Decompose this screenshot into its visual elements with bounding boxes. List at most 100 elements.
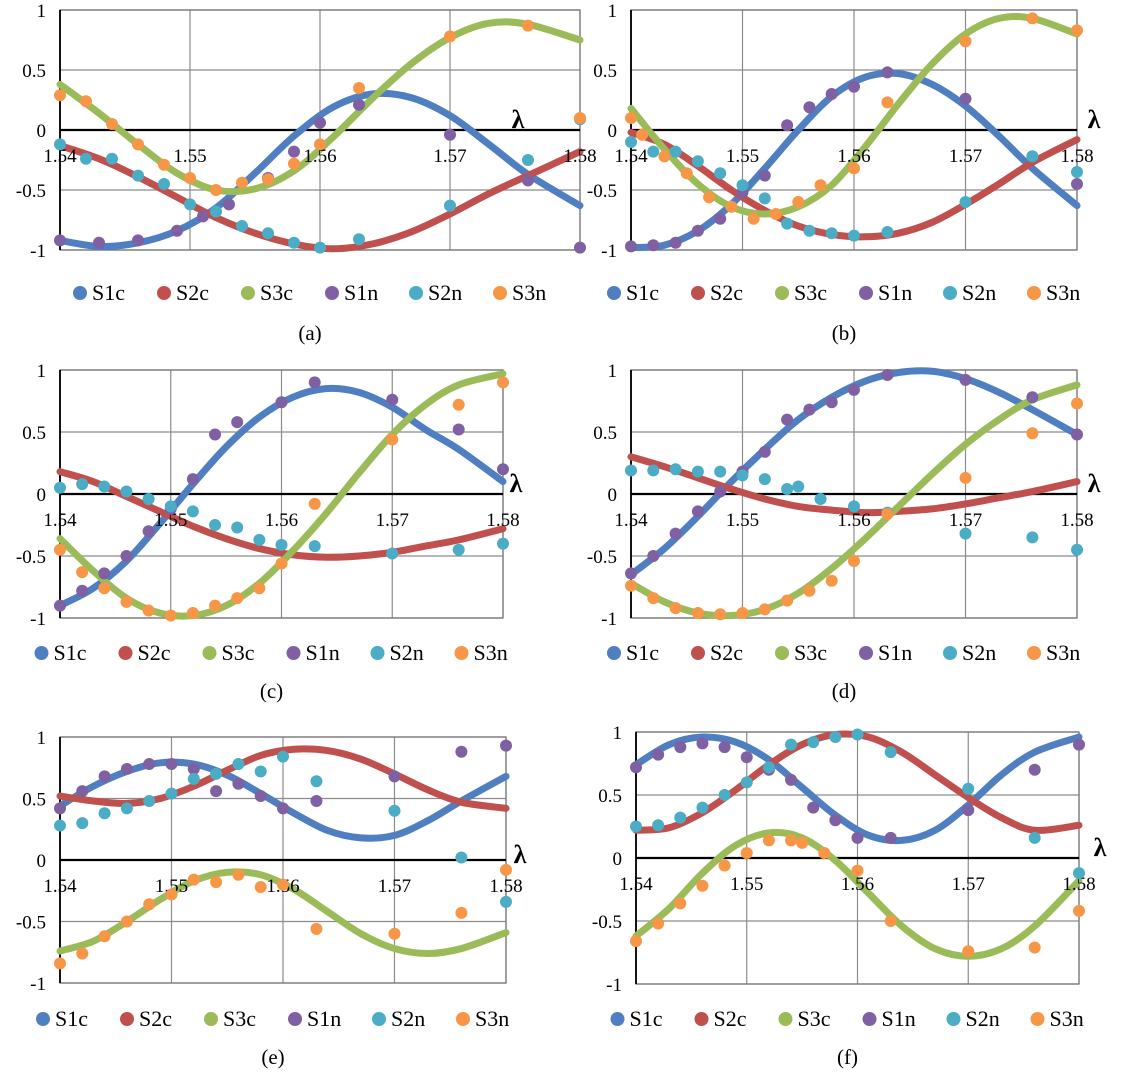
point-s3n <box>262 173 274 186</box>
point-s3n <box>187 873 200 886</box>
lambda-axis-label: λ <box>1094 833 1107 862</box>
point-s1n <box>500 739 512 752</box>
point-s1n <box>98 770 111 783</box>
legend-label-s3c: S3c <box>222 640 255 665</box>
point-s3n <box>158 158 170 171</box>
legend-marker-s3c <box>241 286 255 300</box>
y-tick-label: 1 <box>608 361 618 382</box>
legend-label-s3n: S3n <box>1050 1006 1084 1031</box>
point-s1n <box>277 802 289 815</box>
point-s3n <box>1026 12 1039 25</box>
y-tick-label: -0.5 <box>16 181 46 202</box>
point-s2n <box>625 464 637 477</box>
point-s2n <box>829 731 842 744</box>
x-tick-label: 1.58 <box>486 510 519 531</box>
point-s3n <box>497 376 509 389</box>
point-s1n <box>825 88 838 100</box>
point-s3n <box>254 881 267 894</box>
point-s2n <box>143 794 156 807</box>
point-s3n <box>680 167 693 180</box>
point-s1n <box>54 234 66 247</box>
point-s2n <box>210 767 223 780</box>
point-s3n <box>164 609 177 622</box>
point-s2n <box>132 169 144 182</box>
point-s1n <box>1073 738 1085 751</box>
point-s3n <box>959 35 972 48</box>
point-s3n <box>184 172 196 184</box>
y-tick-label: 0.5 <box>22 790 46 811</box>
point-s1n <box>143 758 156 771</box>
point-s3n <box>652 917 665 930</box>
point-s3n <box>792 196 805 208</box>
point-s3n <box>143 898 156 911</box>
legend-marker-s1c <box>607 646 621 660</box>
point-s3n <box>769 208 782 220</box>
legend-marker-s2c <box>118 646 133 660</box>
lambda-axis-label: λ <box>1088 469 1101 498</box>
x-tick-label: 1.57 <box>949 510 982 531</box>
y-tick-label: 0 <box>37 121 47 142</box>
y-tick-label: 0 <box>37 485 47 506</box>
point-s1n <box>647 239 660 252</box>
point-s3n <box>703 191 716 204</box>
point-s3n <box>740 846 753 859</box>
point-s2n <box>851 728 864 741</box>
point-s2n <box>314 241 326 254</box>
y-tick-label: 1 <box>613 723 623 744</box>
point-s3n <box>444 30 456 43</box>
legend-label-s2n: S2n <box>962 640 996 665</box>
point-s2n <box>1026 150 1039 163</box>
point-s2n <box>165 787 178 800</box>
point-s1n <box>669 236 682 249</box>
point-s1n <box>310 794 323 807</box>
x-tick-label: 1.55 <box>173 146 206 167</box>
point-s3n <box>851 864 864 877</box>
legend-marker-s3n <box>1030 1012 1045 1026</box>
legend-label-s2c: S2c <box>710 280 743 305</box>
x-tick-label: 1.57 <box>952 874 985 895</box>
y-tick-label: 0.5 <box>593 423 617 444</box>
point-s1n <box>142 525 155 538</box>
y-tick-label: 0 <box>613 849 623 870</box>
point-s3n <box>106 118 118 130</box>
legend-marker-s2c <box>691 286 705 300</box>
y-tick-label: -1 <box>606 975 622 996</box>
legend-label-s3n: S3n <box>512 280 546 305</box>
legend-label-s2c: S2c <box>138 640 171 665</box>
point-s3n <box>658 150 671 163</box>
x-tick-label: 1.56 <box>265 510 298 531</box>
legend-marker-s2n <box>409 286 423 300</box>
legend-marker-s1c <box>610 1012 625 1026</box>
point-s2n <box>54 138 66 151</box>
point-s3n <box>132 138 144 151</box>
point-s3n <box>186 607 199 620</box>
y-tick-label: 0.5 <box>22 61 46 82</box>
x-tick-label: 1.58 <box>563 146 596 167</box>
point-s2n <box>158 178 170 190</box>
point-s2n <box>736 179 749 192</box>
legend-label-s3n: S3n <box>474 640 508 665</box>
x-tick-label: 1.57 <box>949 146 982 167</box>
point-s3n <box>288 157 300 170</box>
point-s1n <box>625 567 637 580</box>
point-s3n <box>884 915 897 927</box>
point-s1n <box>781 413 794 426</box>
point-s1n <box>669 527 682 540</box>
legend-label-s2n: S2n <box>962 280 996 305</box>
point-s2n <box>848 500 860 513</box>
legend-marker-s2n <box>372 1012 386 1026</box>
point-s1n <box>652 748 665 761</box>
point-s1n <box>625 240 637 253</box>
point-s1n <box>288 145 300 158</box>
point-s3n <box>232 868 245 881</box>
legend-marker-s2c <box>691 646 705 660</box>
point-s2n <box>106 152 118 165</box>
point-s2n <box>455 851 468 864</box>
point-s2n <box>142 492 155 505</box>
y-tick-label: 0 <box>608 121 618 142</box>
point-s2n <box>186 505 199 518</box>
point-s1n <box>959 92 972 105</box>
point-s1n <box>696 737 709 750</box>
point-s2n <box>691 465 704 478</box>
legend-label-s1n: S1n <box>307 1006 341 1031</box>
